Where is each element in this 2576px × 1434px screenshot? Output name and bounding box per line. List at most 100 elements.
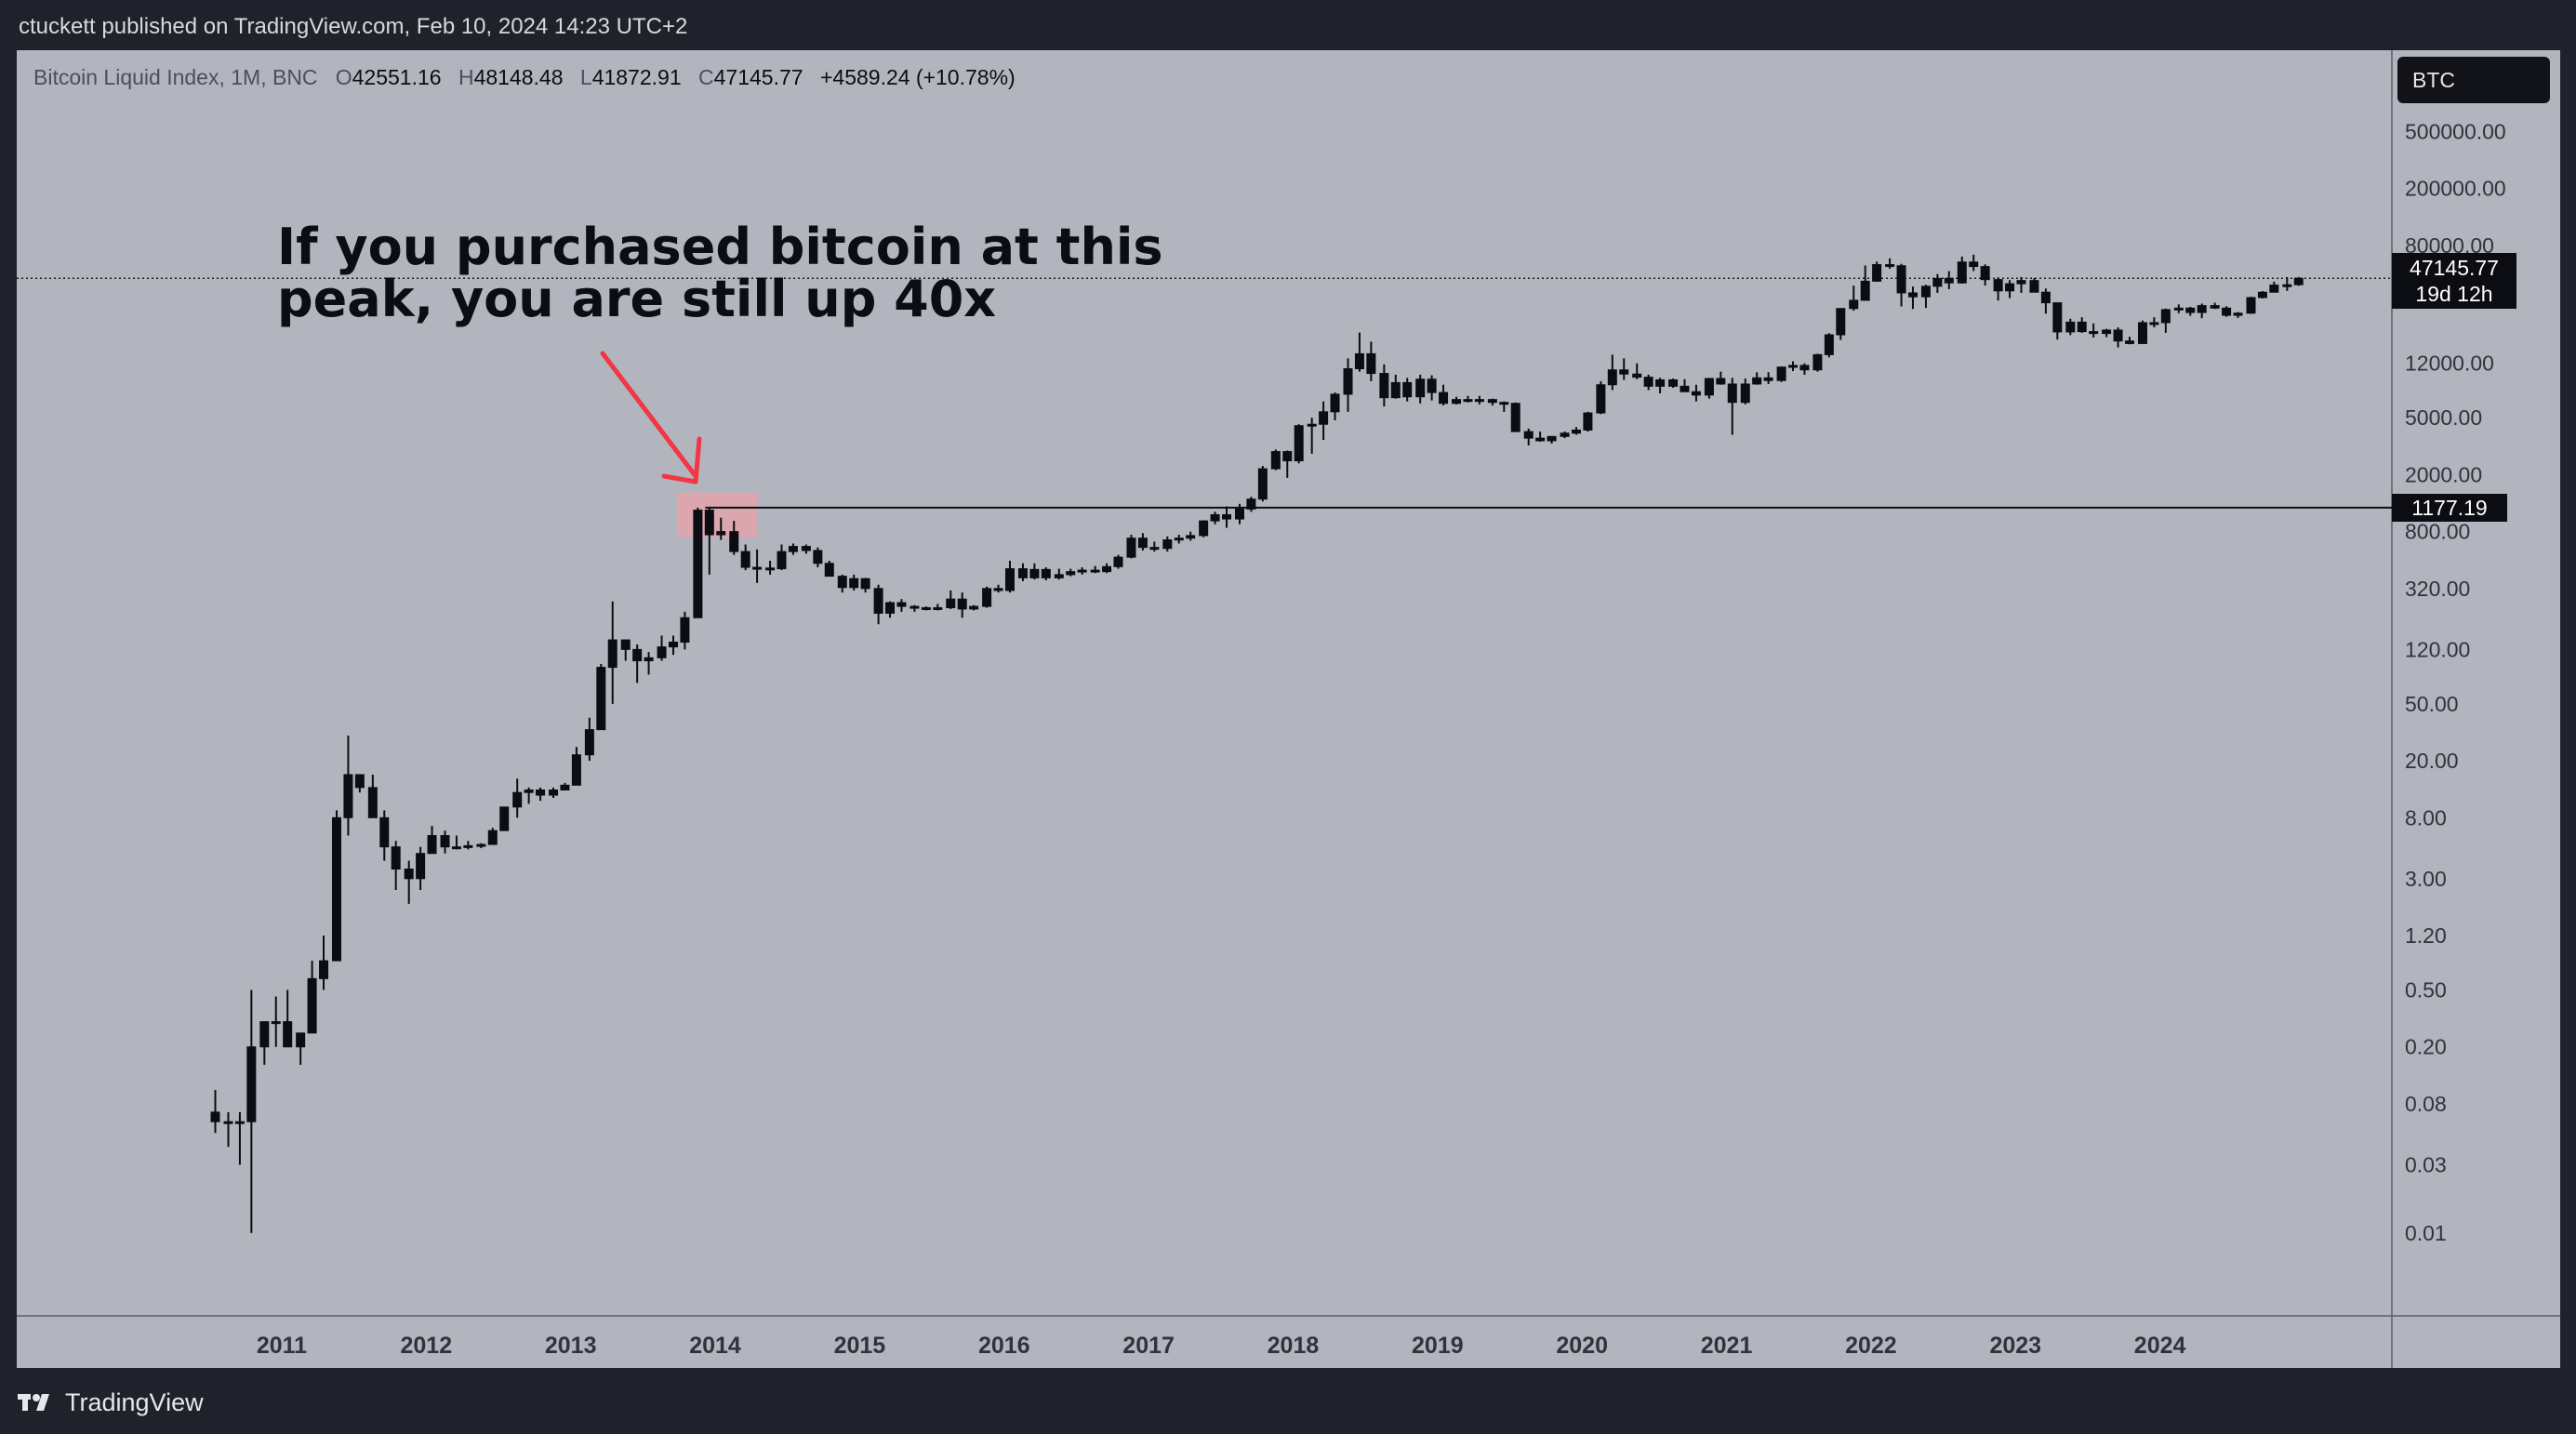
candle-body xyxy=(668,641,678,648)
x-tick-label: 2018 xyxy=(1268,1333,1320,1359)
y-tick-label: 800.00 xyxy=(2405,520,2470,544)
y-tick-label: 0.03 xyxy=(2405,1152,2447,1176)
chart-annotation[interactable]: If you purchased bitcoin at this peak, y… xyxy=(277,221,1207,325)
candle-body xyxy=(1257,468,1268,500)
candle-body xyxy=(1041,568,1051,578)
candle-body xyxy=(524,789,534,793)
candle-body xyxy=(1199,520,1209,537)
candle-body xyxy=(2185,307,2196,313)
brand-name[interactable]: TradingView xyxy=(65,1388,204,1416)
candle-body xyxy=(1632,373,1642,378)
candle-body xyxy=(1474,399,1484,403)
candle-body xyxy=(2246,297,2256,314)
candle-body xyxy=(1379,373,1389,399)
bar-countdown: 19d 12h xyxy=(2415,282,2493,306)
candle-body xyxy=(849,578,859,589)
candle-body xyxy=(1354,352,1364,370)
candle-body xyxy=(1113,556,1123,567)
candle-body xyxy=(2160,309,2171,324)
candle-body xyxy=(283,1021,293,1048)
candle-body xyxy=(560,784,570,790)
candle-body xyxy=(307,977,317,1034)
candle-body xyxy=(2137,322,2147,344)
candle-body xyxy=(1716,378,1726,385)
candle-body xyxy=(1872,264,1882,282)
symbol-name[interactable]: Bitcoin Liquid Index, 1M, BNC xyxy=(33,65,318,89)
candle-body xyxy=(1366,352,1376,375)
candle-body xyxy=(1571,429,1581,434)
last-price-label: 47145.77 19d 12h xyxy=(2392,253,2516,309)
low-label: L xyxy=(579,65,592,89)
candle-body xyxy=(1307,423,1317,427)
candle-body xyxy=(1680,385,1690,392)
candle-body xyxy=(813,550,823,564)
candle-body xyxy=(607,639,617,669)
candle-body xyxy=(837,576,847,589)
candle-body xyxy=(632,648,643,662)
x-tick-label: 2012 xyxy=(401,1333,453,1359)
candle-body xyxy=(1270,451,1281,470)
candle-body xyxy=(2102,329,2112,335)
candle-body xyxy=(1294,425,1304,461)
last-price-value: 47145.77 xyxy=(2410,256,2499,280)
candle-body xyxy=(1969,261,1979,268)
y-tick-label: 120.00 xyxy=(2405,637,2470,661)
y-tick-label: 12000.00 xyxy=(2405,352,2494,376)
candle-body xyxy=(993,588,1003,591)
close-label: C xyxy=(698,65,714,89)
candle-body xyxy=(777,551,787,570)
candle-body xyxy=(416,853,426,880)
candle-body xyxy=(319,960,329,979)
horizontal-line-label: 1177.19 xyxy=(2392,494,2507,522)
candle-body xyxy=(2065,321,2076,333)
candle-body xyxy=(2269,285,2279,293)
candle-body xyxy=(921,606,931,610)
chart-frame[interactable] xyxy=(17,50,2560,1368)
candle-body xyxy=(1004,568,1015,591)
candle-body xyxy=(1547,435,1557,442)
candle-body xyxy=(969,605,979,610)
candle-body xyxy=(1727,383,1737,404)
candle-body xyxy=(910,605,920,609)
y-tick-label: 5000.00 xyxy=(2405,405,2482,430)
symbol-button[interactable]: BTC xyxy=(2397,57,2550,103)
candle-body xyxy=(2077,321,2087,333)
candle-body xyxy=(1655,378,1666,387)
candle-body xyxy=(1162,539,1173,550)
y-tick-label: 320.00 xyxy=(2405,577,2470,601)
arrow-head xyxy=(661,436,702,485)
candle-body xyxy=(620,639,631,650)
candle-body xyxy=(957,598,967,610)
candle-body xyxy=(1849,299,1859,310)
candle-body xyxy=(391,846,401,870)
candle-body xyxy=(476,843,486,847)
candle-body xyxy=(499,806,510,831)
annotation-arrow[interactable] xyxy=(600,351,698,479)
candle-body xyxy=(451,846,461,850)
candle-body xyxy=(2233,312,2243,316)
candle-body xyxy=(427,835,437,855)
annotation-line-2: peak, you are still up 40x xyxy=(277,270,997,328)
candle-body xyxy=(1246,498,1256,510)
tradingview-logo-icon[interactable] xyxy=(17,1390,56,1414)
candle-body xyxy=(1510,403,1520,432)
candle-body xyxy=(1643,377,1653,387)
candle-body xyxy=(1907,292,1918,298)
peak-highlight-box[interactable] xyxy=(677,492,758,538)
candle-body xyxy=(1932,277,1943,287)
candle-body xyxy=(1607,369,1617,386)
candle-body xyxy=(2029,280,2039,293)
candle-body xyxy=(1126,538,1136,558)
candle-body xyxy=(885,602,896,614)
candle-body xyxy=(2005,283,2015,292)
candle-body xyxy=(1234,508,1244,520)
candle-body xyxy=(1137,538,1148,549)
candle-body xyxy=(1487,399,1497,404)
candle-body xyxy=(246,1046,257,1122)
candle-body xyxy=(1920,285,1931,298)
candle-body xyxy=(487,830,498,845)
y-tick-label: 20.00 xyxy=(2405,749,2459,773)
candle-body xyxy=(2113,329,2123,342)
candle-body xyxy=(1463,399,1473,403)
